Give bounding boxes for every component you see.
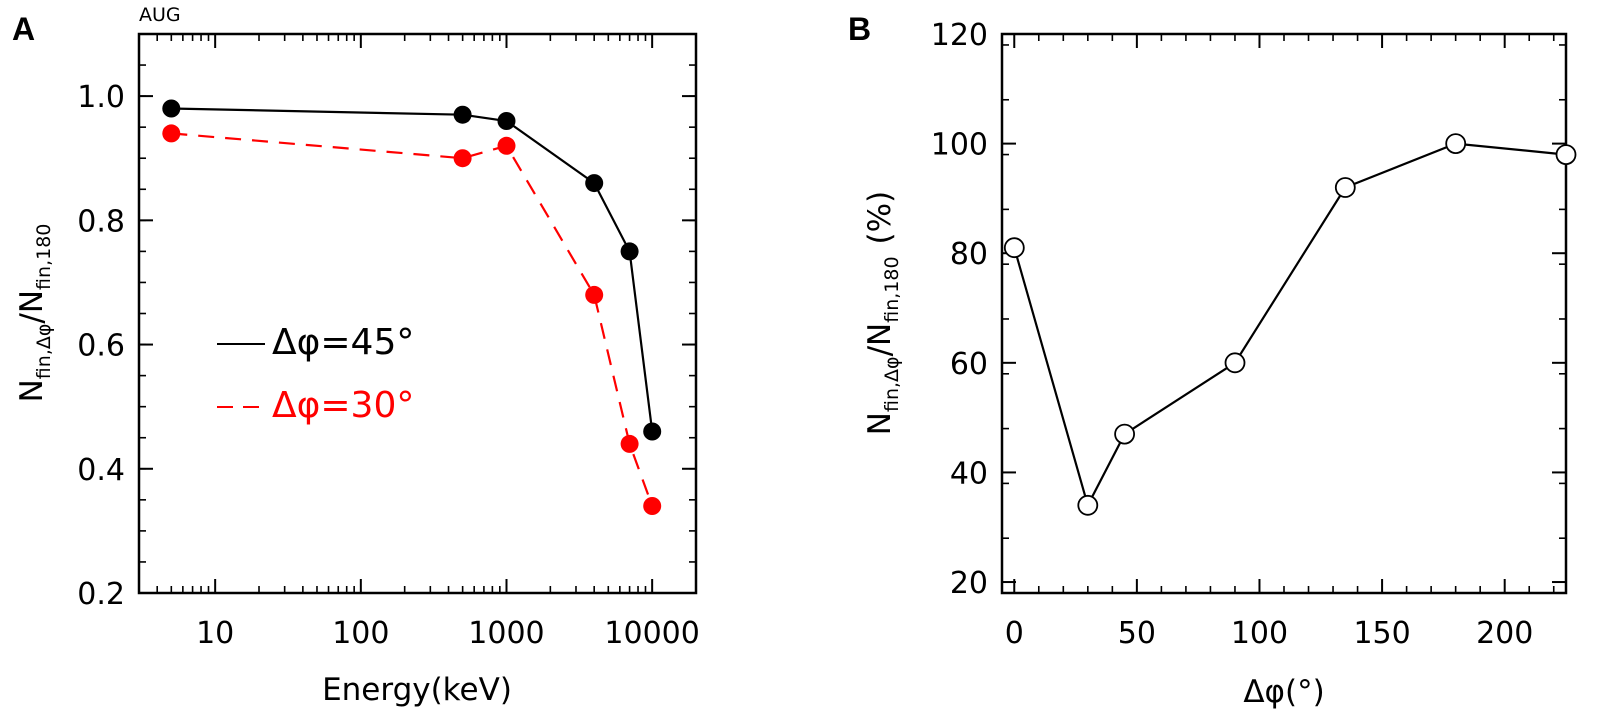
panel-b-letter: B <box>848 11 871 47</box>
y-title-slash: / <box>862 345 898 356</box>
x-tick-label: 100 <box>332 616 389 651</box>
data-point <box>620 242 639 261</box>
panel-a-y-axis-title: Nfin,Δφ/Nfin,180 <box>14 224 55 403</box>
y-tick-label: 0.4 <box>77 453 125 488</box>
data-point <box>162 99 181 118</box>
x-tick-label: 150 <box>1353 616 1410 651</box>
data-point <box>1445 133 1467 155</box>
series-line-0 <box>171 107 654 432</box>
data-point <box>453 149 472 168</box>
data-point <box>585 174 604 193</box>
data-point <box>1334 177 1356 198</box>
data-point <box>1077 494 1099 516</box>
panel-b-ticks: 20 40 60 80 100 120 0 50 100 150 200 <box>931 18 1566 651</box>
series-line-0 <box>1013 142 1567 509</box>
y-title-n: N <box>14 379 50 402</box>
x-tick-label: 10000 <box>604 616 699 651</box>
panel-a-x-axis-title: Energy(keV) <box>322 672 512 708</box>
y-tick-label: 1.0 <box>77 80 125 115</box>
panel-a-ticks: 0.2 0.4 0.6 0.8 1.0 10 100 1000 10000 <box>77 33 700 651</box>
data-point <box>497 136 516 155</box>
series-line-1 <box>171 132 654 507</box>
y-tick-label: 80 <box>950 237 988 272</box>
y-tick-label: 0.6 <box>77 329 125 364</box>
data-point <box>1224 352 1246 374</box>
panel-a-letter: A <box>12 11 35 47</box>
panel-a-series <box>162 99 662 515</box>
x-tick-label: 50 <box>1118 616 1156 651</box>
y-title-n2: N <box>862 323 898 346</box>
y-title-slash: / <box>14 313 50 324</box>
panel-a-annotation: AUG <box>139 4 181 26</box>
y-title-unit: (%) <box>862 191 898 245</box>
y-title-sub: fin,Δφ <box>33 324 55 380</box>
y-title-sub2: fin,180 <box>33 224 55 290</box>
y-tick-label: 0.2 <box>77 577 125 612</box>
panel-a: A AUG 0.2 0.4 0.6 0.8 1.0 10 100 1000 10000 Δφ=4… <box>12 4 700 708</box>
panel-b-y-axis-title: Nfin,Δφ/Nfin,180(%) <box>862 191 903 435</box>
panel-b-x-axis-title: Δφ(°) <box>1243 674 1324 710</box>
data-point <box>643 422 662 441</box>
x-tick-label: 10 <box>196 616 234 651</box>
x-tick-label: 1000 <box>468 616 544 651</box>
data-point <box>453 105 472 124</box>
x-tick-label: 0 <box>1005 616 1024 651</box>
data-point <box>1114 423 1135 445</box>
data-point <box>585 285 604 304</box>
panel-b: B 20 40 60 80 100 120 0 50 100 150 200 Δφ(°) Nfin,… <box>848 11 1577 710</box>
legend-label-30: Δφ=30° <box>272 385 414 426</box>
y-tick-label: 120 <box>931 18 988 53</box>
data-point <box>643 497 662 515</box>
data-point <box>1003 237 1025 259</box>
y-title-n2: N <box>14 290 50 313</box>
legend-label-45: Δφ=45° <box>272 322 414 363</box>
panel-a-plot-frame <box>137 32 698 595</box>
y-tick-label: 40 <box>950 456 988 491</box>
panel-a-legend: Δφ=45° Δφ=30° <box>217 322 414 426</box>
y-tick-label: 20 <box>950 566 988 601</box>
y-title-sub2: fin,180 <box>881 256 903 322</box>
y-tick-label: 60 <box>950 347 988 382</box>
data-point <box>1555 144 1577 166</box>
y-title-sub: fin,Δφ <box>881 356 903 412</box>
panel-b-series <box>1003 133 1577 516</box>
x-tick-label: 200 <box>1476 616 1533 651</box>
data-point <box>620 434 639 453</box>
data-point <box>497 112 516 130</box>
x-tick-label: 100 <box>1231 616 1288 651</box>
data-point <box>162 124 181 143</box>
y-tick-label: 0.8 <box>77 204 125 239</box>
y-tick-label: 100 <box>931 128 988 163</box>
y-title-n: N <box>862 412 898 435</box>
